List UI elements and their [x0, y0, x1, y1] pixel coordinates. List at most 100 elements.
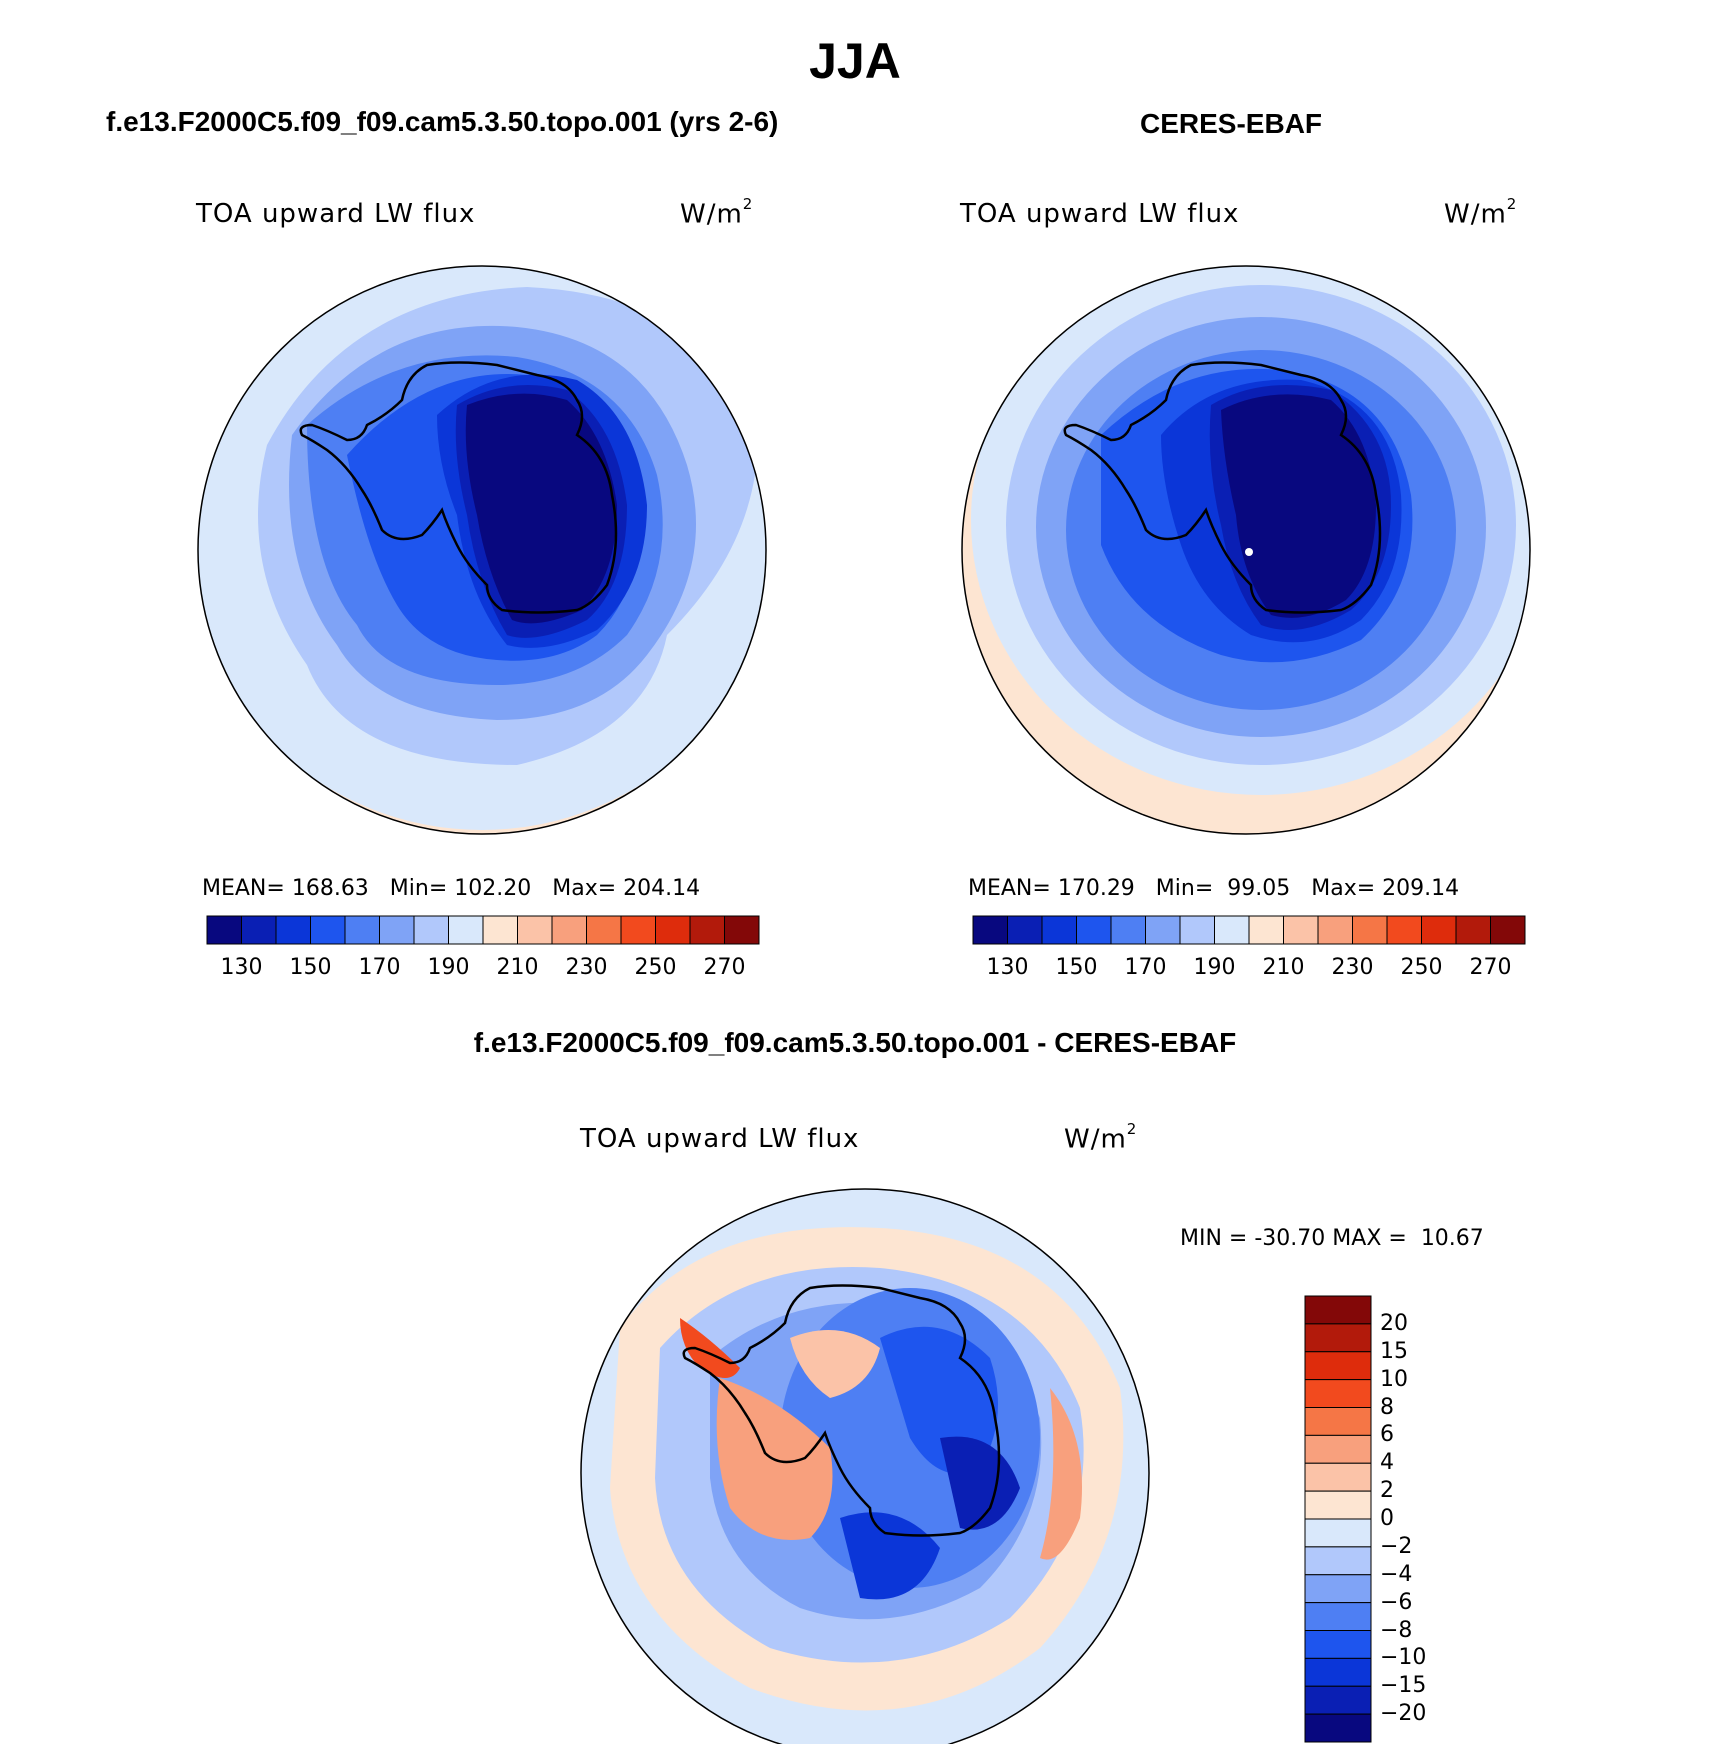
obs-units-label: W/m2: [1444, 195, 1518, 230]
map-boundary: [580, 1188, 1150, 1744]
colorbar-swatch: [551, 915, 587, 945]
colorbar-tick-label: 2: [1380, 1478, 1394, 1504]
colorbar-tick-label: −20: [1380, 1701, 1427, 1727]
colorbar-swatch: [1455, 915, 1491, 945]
colorbar-tick-label: 150: [289, 955, 332, 980]
colorbar-swatch: [1304, 1379, 1372, 1408]
colorbar-swatch: [724, 915, 760, 945]
colorbar-tick-label: 130: [220, 955, 263, 980]
colorbar-swatch: [1007, 915, 1043, 945]
diff-units-label: W/m2: [1064, 1120, 1138, 1155]
colorbar-swatch: [1304, 1630, 1372, 1659]
colorbar-swatch: [1304, 1323, 1372, 1353]
colorbar-tick-label: 6: [1380, 1422, 1394, 1448]
colorbar-swatch: [344, 915, 380, 945]
colorbar-swatch: [1248, 915, 1284, 945]
model-variable-label: TOA upward LW flux: [196, 199, 476, 229]
colorbar-tick-label: 190: [1193, 955, 1236, 980]
colorbar-tick-label: 15: [1380, 1338, 1408, 1364]
colorbar-tick-label: −2: [1380, 1533, 1413, 1559]
model-panel-title: f.e13.F2000C5.f09_f09.cam5.3.50.topo.001…: [106, 106, 779, 137]
map-fill-pos-8: [680, 1318, 740, 1378]
colorbar-swatch: [1041, 915, 1077, 945]
colorbar-swatch: [1304, 1462, 1372, 1492]
map-fill-pos-ring-east: [1040, 1388, 1082, 1560]
colorbar-swatch: [1214, 915, 1250, 945]
colorbar-tick-label: −4: [1380, 1561, 1413, 1587]
colorbar-tick-label: 270: [1469, 955, 1512, 980]
colorbar-swatch: [1386, 915, 1422, 945]
colorbar-tick-label: 270: [703, 955, 746, 980]
colorbar-swatch: [275, 915, 311, 945]
diff-polar-map: [580, 1188, 1150, 1744]
colorbar-swatch: [1304, 1602, 1372, 1631]
diff-stats: MIN = -30.70 MAX = 10.67: [1180, 1226, 1484, 1251]
colorbar-tick-label: −10: [1380, 1645, 1427, 1671]
colorbar-tick-label: 20: [1380, 1310, 1408, 1336]
colorbar-swatch: [379, 915, 415, 945]
colorbar-swatch: [1304, 1713, 1372, 1743]
colorbar-swatch: [310, 915, 346, 945]
colorbar-swatch: [689, 915, 725, 945]
colorbar-swatch: [1110, 915, 1146, 945]
pole-marker: [1245, 548, 1253, 556]
colorbar-swatch: [586, 915, 622, 945]
colorbar-swatch: [241, 915, 277, 945]
model-stats: MEAN= 168.63 Min= 102.20 Max= 204.14: [202, 876, 701, 901]
colorbar-tick-label: 10: [1380, 1366, 1408, 1392]
model-colorbar: [206, 915, 760, 945]
colorbar-tick-label: 210: [496, 955, 539, 980]
map-fill-below-130: [1221, 394, 1376, 618]
colorbar-swatch: [1145, 915, 1181, 945]
colorbar-swatch: [1304, 1351, 1372, 1381]
colorbar-swatch: [206, 915, 242, 945]
colorbar-tick-label: 170: [1124, 955, 1167, 980]
colorbar-swatch: [1317, 915, 1353, 945]
colorbar-swatch: [1304, 1490, 1372, 1520]
colorbar-tick-label: 0: [1380, 1506, 1394, 1531]
colorbar-swatch: [413, 915, 449, 945]
colorbar-swatch: [517, 915, 553, 945]
colorbar-swatch: [1304, 1295, 1372, 1325]
antarctica-coastline: [299, 361, 618, 614]
diff-colorbar-ticks: 20 15 10 8 6 4 2 0 −2 −4 −6 −8 −10 −15 −20: [1380, 1296, 1490, 1742]
antarctica-coastline: [682, 1284, 1001, 1537]
map-boundary: [961, 265, 1531, 835]
colorbar-tick-label: 8: [1380, 1394, 1394, 1420]
colorbar-tick-label: 230: [1331, 955, 1374, 980]
model-colorbar-ticks: 130 150 170 190 210 230 250 270: [207, 955, 759, 985]
colorbar-swatch: [1304, 1657, 1372, 1687]
map-fill-pos-2: [790, 1330, 880, 1398]
colorbar-tick-label: 170: [358, 955, 401, 980]
colorbar-swatch: [620, 915, 656, 945]
colorbar-swatch: [655, 915, 691, 945]
colorbar-tick-label: −6: [1380, 1589, 1413, 1615]
colorbar-swatch: [1304, 1407, 1372, 1436]
obs-colorbar-ticks: 130 150 170 190 210 230 250 270: [973, 955, 1525, 985]
obs-variable-label: TOA upward LW flux: [960, 199, 1240, 229]
map-fill-neg-10-b: [840, 1512, 940, 1600]
colorbar-swatch: [1304, 1518, 1372, 1548]
colorbar-swatch: [1304, 1546, 1372, 1576]
colorbar-tick-label: 230: [565, 955, 608, 980]
colorbar-tick-label: 190: [427, 955, 470, 980]
colorbar-tick-label: 4: [1380, 1450, 1394, 1476]
colorbar-tick-label: 210: [1262, 955, 1305, 980]
diff-panel-title: f.e13.F2000C5.f09_f09.cam5.3.50.topo.001…: [473, 1027, 1237, 1058]
map-boundary: [197, 265, 767, 835]
obs-stats: MEAN= 170.29 Min= 99.05 Max= 209.14: [968, 876, 1460, 901]
obs-polar-map: [961, 265, 1531, 835]
colorbar-tick-label: 130: [986, 955, 1029, 980]
colorbar-swatch: [1304, 1685, 1372, 1715]
colorbar-tick-label: 250: [634, 955, 677, 980]
colorbar-swatch: [482, 915, 518, 945]
colorbar-swatch: [972, 915, 1008, 945]
main-title: JJA: [809, 33, 901, 89]
model-units-label: W/m2: [680, 195, 754, 230]
diff-variable-label: TOA upward LW flux: [580, 1124, 860, 1154]
model-polar-map: [197, 265, 767, 835]
colorbar-tick-label: 150: [1055, 955, 1098, 980]
obs-colorbar: [972, 915, 1526, 945]
colorbar-swatch: [448, 915, 484, 945]
colorbar-tick-label: −8: [1380, 1617, 1413, 1643]
